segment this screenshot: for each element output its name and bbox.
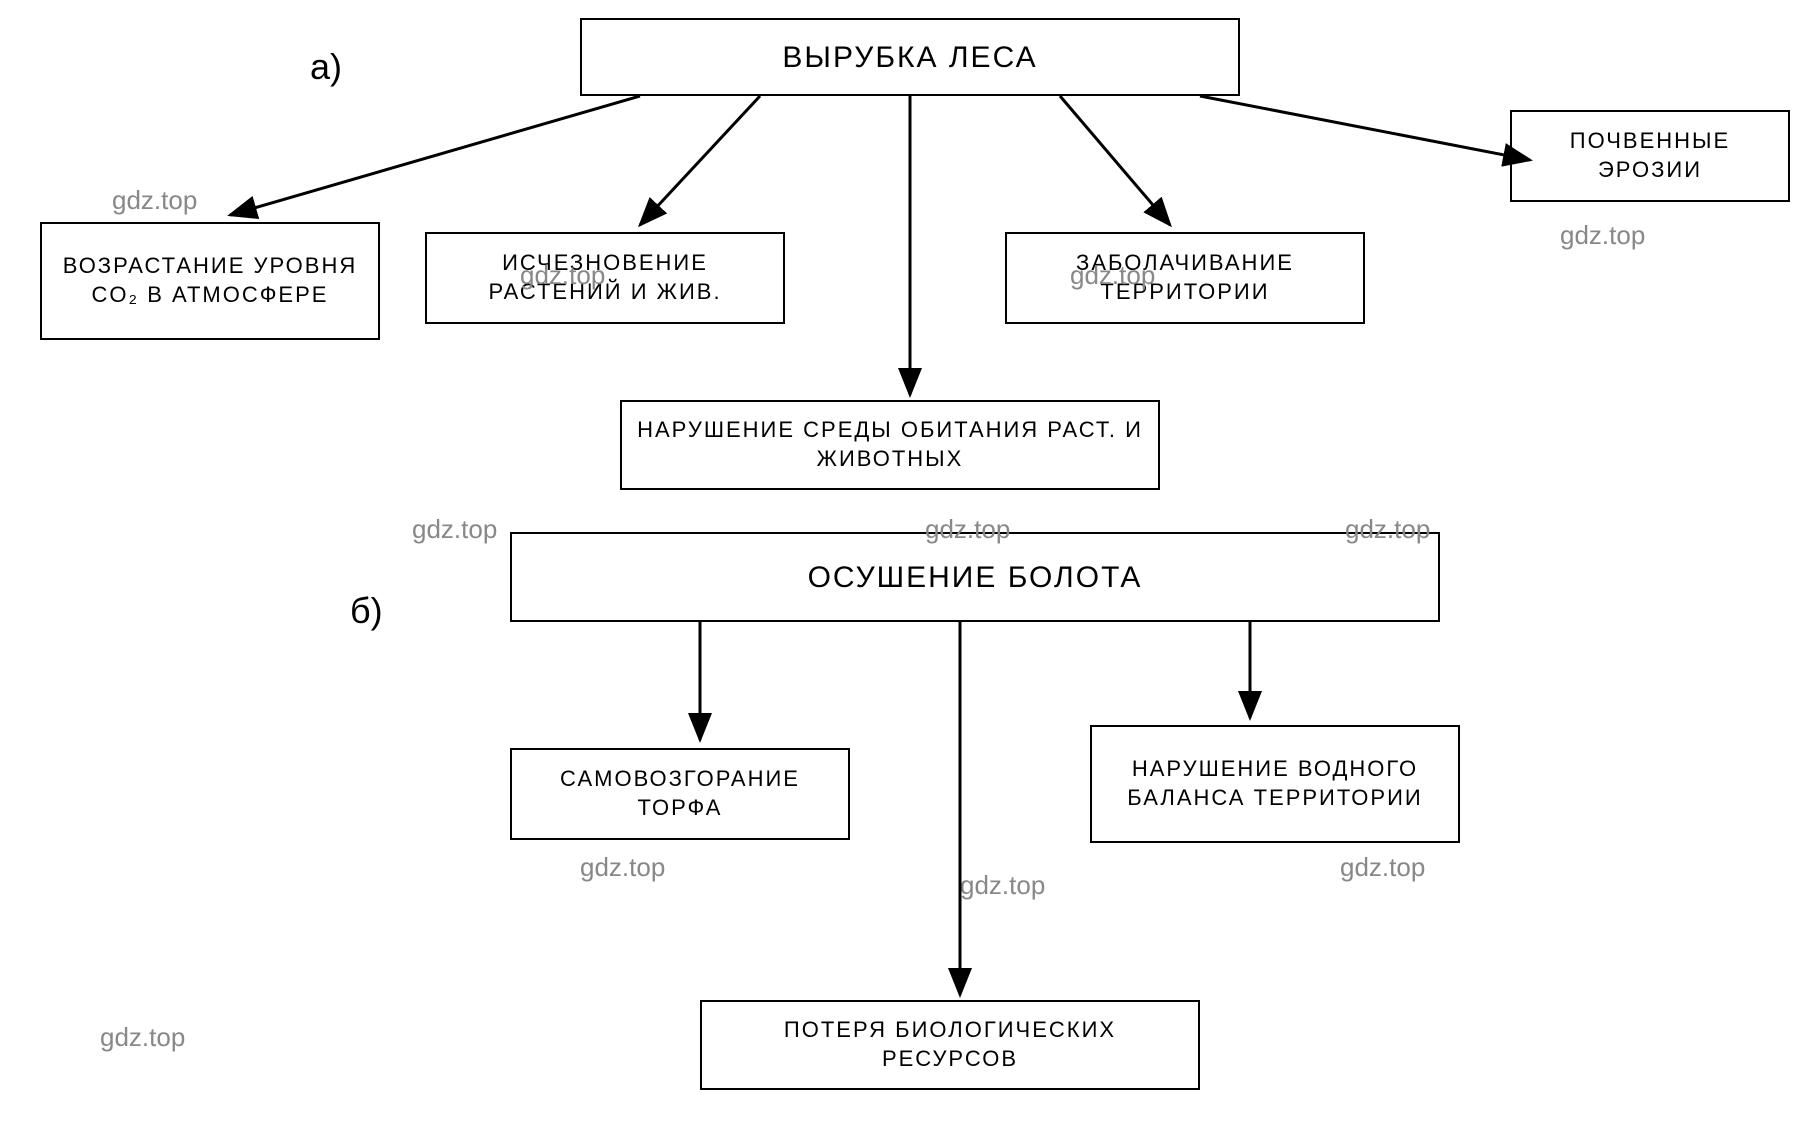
watermark: gdz.top — [925, 514, 1010, 545]
node-a-swamping: ЗАБОЛАЧИВАНИЕ ТЕРРИТОРИИ — [1005, 232, 1365, 324]
node-a-habitat: НАРУШЕНИЕ СРЕДЫ ОБИТАНИЯ РАСТ. И ЖИВОТНЫ… — [620, 400, 1160, 490]
node-b-root: ОСУШЕНИЕ БОЛОТА — [510, 532, 1440, 622]
watermark: gdz.top — [1070, 260, 1155, 291]
watermark: gdz.top — [960, 870, 1045, 901]
node-b-bio-resources: ПОТЕРЯ БИОЛОГИЧЕСКИХ РЕСУРСОВ — [700, 1000, 1200, 1090]
watermark: gdz.top — [100, 1022, 185, 1053]
node-a-erosion: ПОЧВЕННЫЕ ЭРОЗИИ — [1510, 110, 1790, 202]
watermark: gdz.top — [1345, 514, 1430, 545]
watermark: gdz.top — [112, 185, 197, 216]
watermark: gdz.top — [580, 852, 665, 883]
watermark: gdz.top — [1340, 852, 1425, 883]
watermark: gdz.top — [1560, 220, 1645, 251]
section-a-label: а) — [310, 46, 342, 88]
node-b-peat-fire: САМОВОЗГОРАНИЕ ТОРФА — [510, 748, 850, 840]
watermark: gdz.top — [412, 514, 497, 545]
arrow — [1200, 96, 1530, 160]
section-b-label: б) — [350, 590, 383, 632]
arrow — [230, 96, 640, 215]
node-a-co2: ВОЗРАСТАНИЕ УРОВНЯ CO₂ В АТМОСФЕРЕ — [40, 222, 380, 340]
watermark: gdz.top — [520, 260, 605, 291]
node-b-water-balance: НАРУШЕНИЕ ВОДНОГО БАЛАНСА ТЕРРИТОРИИ — [1090, 725, 1460, 843]
arrow — [640, 96, 760, 225]
arrow — [1060, 96, 1170, 225]
node-a-root: ВЫРУБКА ЛЕСА — [580, 18, 1240, 96]
